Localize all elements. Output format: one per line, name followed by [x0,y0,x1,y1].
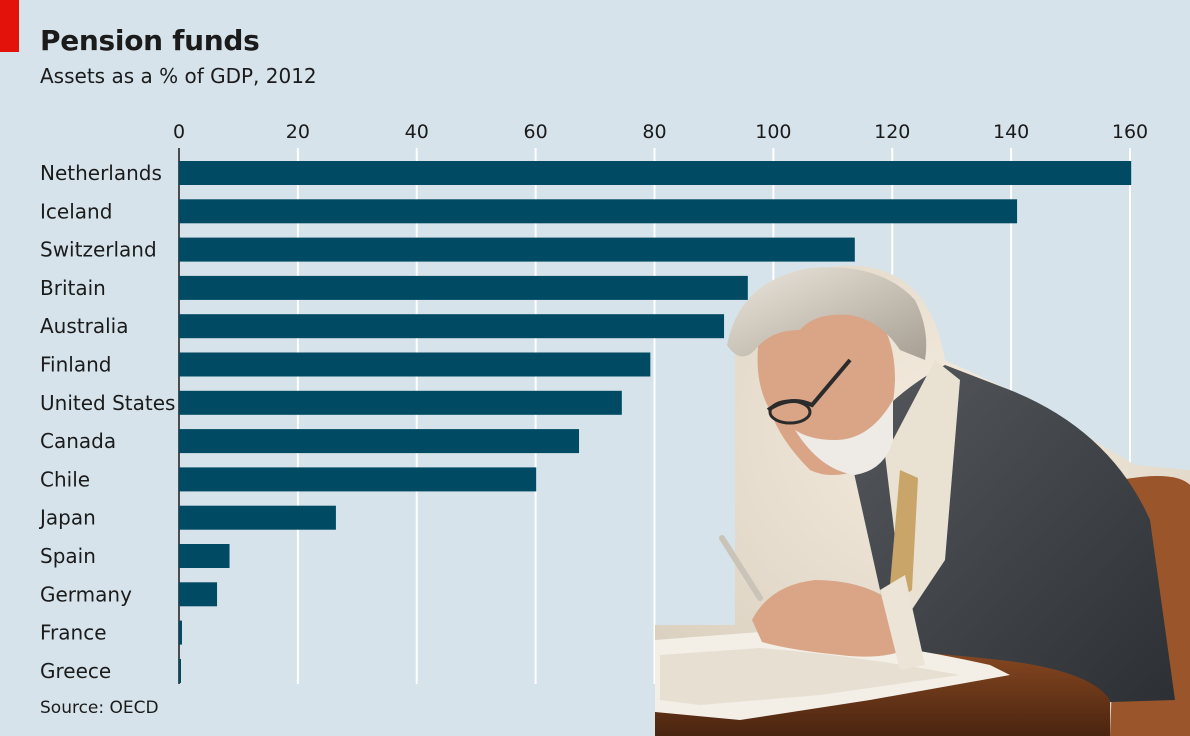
x-tick-label: 60 [524,121,548,143]
category-label: Chile [40,467,90,491]
x-tick-label: 80 [642,121,666,143]
x-tick-label: 120 [874,121,910,143]
elderly-man-writing-photo [655,265,1190,736]
chart-subtitle: Assets as a % of GDP, 2012 [40,64,317,88]
category-label: Finland [40,353,111,377]
source-note: Source: OECD [40,698,159,718]
bar [179,161,1132,185]
category-label: France [40,621,107,645]
category-label: Switzerland [40,238,157,262]
brand-accent-tab [0,0,19,52]
bar [179,620,182,645]
x-tick-label: 100 [755,121,791,143]
category-label: Netherlands [40,161,162,185]
bar [179,275,748,300]
x-tick-label: 140 [993,121,1029,143]
bar [179,352,651,377]
bar [179,390,622,415]
category-label: Iceland [40,199,112,223]
bar [179,505,336,530]
category-label: Japan [38,506,96,530]
category-label: Britain [40,276,106,300]
bar [179,314,725,339]
x-tick-label: 40 [405,121,429,143]
category-label: Spain [40,544,96,568]
x-tick-label: 0 [173,121,185,143]
bar [179,544,230,568]
x-tick-label: 160 [1112,121,1148,143]
category-label: Australia [40,314,128,338]
x-tick-label: 20 [286,121,310,143]
category-label: Greece [40,659,111,683]
chart-title: Pension funds [40,24,260,57]
category-label: United States [40,391,175,415]
category-label: Canada [40,429,116,453]
bar [179,237,855,262]
bar [179,658,181,683]
bar [179,199,1018,224]
bar [179,429,580,454]
category-label: Germany [40,582,132,606]
bar [179,467,537,492]
bar [179,582,218,607]
